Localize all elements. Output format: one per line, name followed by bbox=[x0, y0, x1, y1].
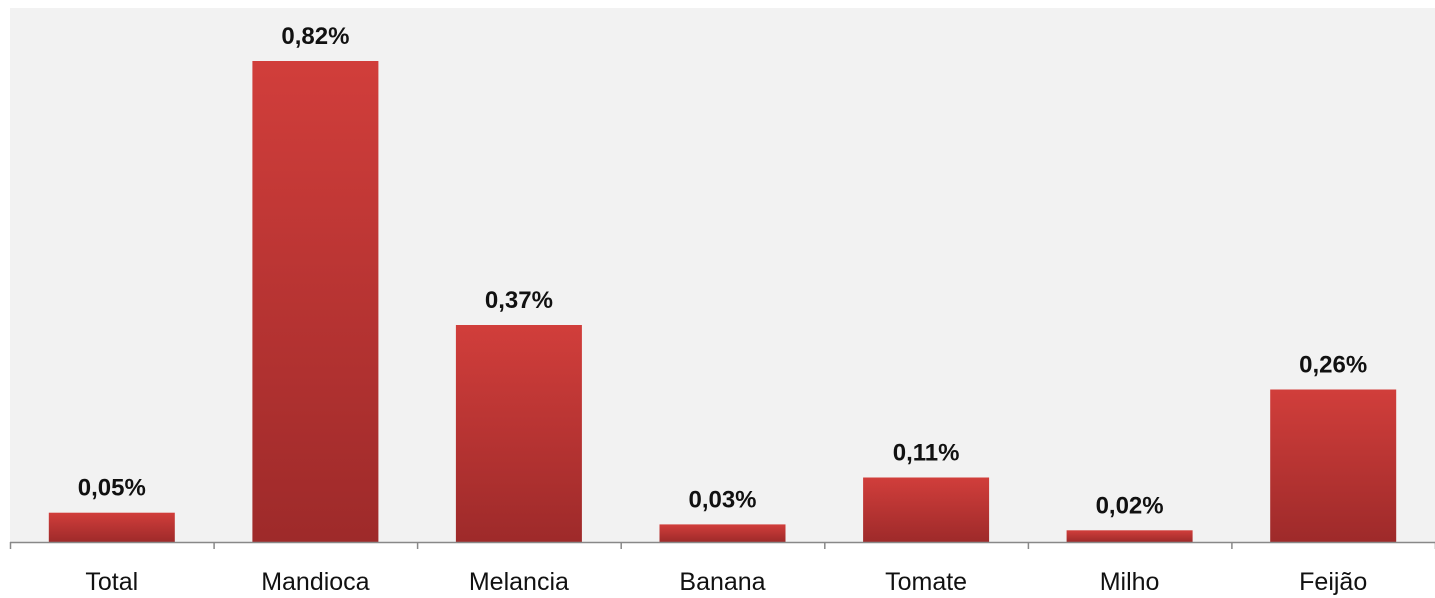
x-tick-label: Melancia bbox=[469, 568, 569, 596]
data-label: 0,03% bbox=[688, 486, 756, 513]
bar-feijao bbox=[1270, 389, 1397, 542]
data-label: 0,02% bbox=[1096, 492, 1164, 519]
data-label: 0,11% bbox=[893, 440, 960, 467]
x-tick-label: Feijão bbox=[1299, 568, 1367, 596]
data-label: 0,37% bbox=[485, 287, 553, 314]
bar-tomate bbox=[863, 477, 990, 542]
category-labels-group: Total Mandioca Melancia Banana Tomate Milho Fe… bbox=[85, 568, 1367, 596]
x-tick-label: Milho bbox=[1100, 568, 1160, 596]
bars-group bbox=[48, 61, 1397, 542]
value-labels-group: 0,05% 0,82% 0,37% 0,03% 0,11% 0,02% 0,26% bbox=[78, 23, 1367, 519]
plot-area bbox=[10, 8, 1435, 543]
bar-total bbox=[48, 512, 175, 542]
x-tick-label: Mandioca bbox=[261, 568, 369, 596]
x-tick-label: Tomate bbox=[885, 568, 967, 596]
data-label: 0,05% bbox=[78, 475, 146, 502]
bar-mandioca bbox=[252, 61, 379, 542]
bar-melancia bbox=[455, 325, 582, 542]
data-label: 0,82% bbox=[281, 23, 349, 50]
x-tick-label: Banana bbox=[679, 568, 765, 596]
data-label: 0,26% bbox=[1299, 352, 1367, 379]
bar-milho bbox=[1066, 530, 1193, 542]
x-axis bbox=[9, 541, 1435, 549]
bar-banana bbox=[659, 524, 786, 542]
x-tick-label: Total bbox=[85, 568, 138, 596]
